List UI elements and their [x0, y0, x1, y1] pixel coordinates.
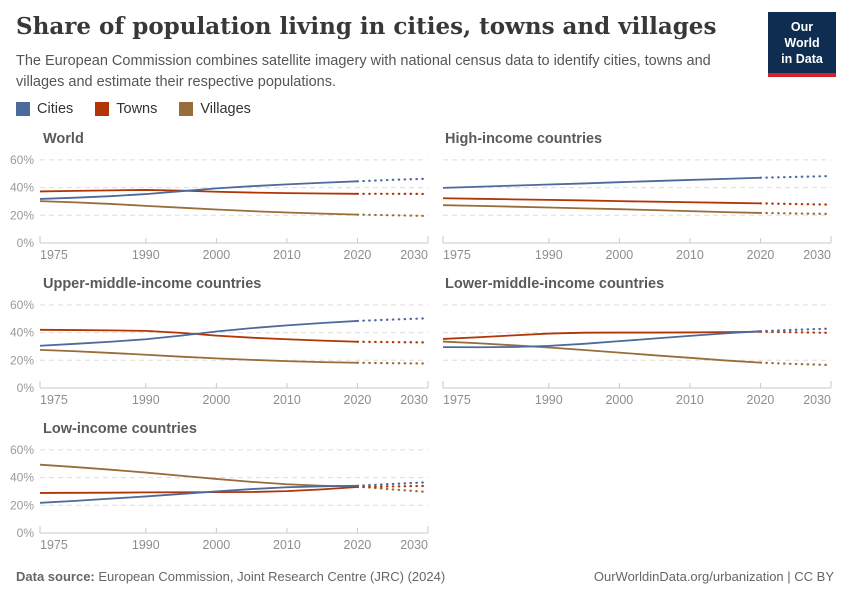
facet-chart-svg: 1975 1990 2000 2010 2020 2030 — [442, 159, 833, 262]
chart-lower-middle-income-title: Lower-middle-income countries — [445, 276, 665, 292]
legend-item-cities[interactable]: Cities — [16, 101, 73, 117]
data-source-text: European Commission, Joint Research Cent… — [94, 569, 446, 584]
svg-text:2000: 2000 — [202, 393, 230, 407]
villages-swatch-icon — [179, 102, 194, 116]
svg-text:2020: 2020 — [344, 538, 372, 552]
data-source-label: Data source: — [16, 569, 95, 584]
svg-text:2010: 2010 — [676, 393, 704, 407]
svg-text:1975: 1975 — [443, 248, 471, 262]
svg-text:1990: 1990 — [132, 538, 160, 552]
svg-text:2000: 2000 — [605, 393, 633, 407]
svg-text:60%: 60% — [10, 443, 34, 457]
svg-text:2010: 2010 — [273, 393, 301, 407]
chart-low-income-title: Low-income countries — [43, 421, 197, 437]
chart-world: World 0% 20% 40% 60% 1975 1990 2000 2010 2020 203… — [10, 128, 430, 265]
svg-text:20%: 20% — [10, 353, 34, 367]
svg-text:1975: 1975 — [40, 393, 68, 407]
owid-logo-line2: in Data — [781, 52, 823, 66]
data-source: Data source: European Commission, Joint … — [16, 569, 445, 584]
facet-chart-svg: 0% 20% 40% 60% 1975 1990 2000 2010 2020 2030 — [10, 153, 430, 262]
svg-text:20%: 20% — [10, 498, 34, 512]
footer: Data source: European Commission, Joint … — [16, 569, 834, 584]
svg-text:2010: 2010 — [273, 248, 301, 262]
svg-text:2020: 2020 — [747, 248, 775, 262]
svg-text:40%: 40% — [10, 181, 34, 195]
credit-link[interactable]: OurWorldinData.org/urbanization | CC BY — [593, 569, 834, 584]
facet-chart-svg: 0% 20% 40% 60% 1975 1990 2000 2010 2020 2030 — [10, 298, 430, 407]
chart-upper-middle-income: Upper-middle-income countries 0% 20% 40% 60… — [10, 273, 430, 410]
svg-text:1975: 1975 — [40, 248, 68, 262]
chart-lower-middle-income: Lower-middle-income countries 1975 1990 20… — [440, 273, 850, 410]
svg-text:0%: 0% — [17, 381, 35, 395]
svg-text:2030: 2030 — [803, 248, 831, 262]
svg-text:40%: 40% — [10, 326, 34, 340]
cities-swatch-icon — [16, 102, 30, 116]
chart-high-income: High-income countries 1975 1990 2000 2010 20… — [440, 128, 850, 265]
legend-item-towns[interactable]: Towns — [95, 101, 157, 117]
svg-text:2020: 2020 — [747, 393, 775, 407]
chart-high-income-title: High-income countries — [445, 131, 603, 147]
chart-world-title: World — [43, 131, 84, 147]
svg-text:1990: 1990 — [132, 248, 160, 262]
svg-text:1975: 1975 — [443, 393, 471, 407]
svg-text:1975: 1975 — [40, 538, 68, 552]
svg-text:20%: 20% — [10, 208, 34, 222]
svg-text:2020: 2020 — [344, 248, 372, 262]
svg-text:2000: 2000 — [202, 248, 230, 262]
legend-label-cities: Cities — [37, 101, 74, 117]
svg-text:1990: 1990 — [535, 393, 563, 407]
svg-text:60%: 60% — [10, 153, 34, 167]
legend: Cities Towns Villages — [16, 101, 251, 117]
svg-text:0%: 0% — [17, 236, 35, 250]
chart-subtitle: The European Commission combines satelli… — [16, 53, 711, 91]
owid-logo-line1: Our World — [784, 20, 820, 50]
towns-swatch-icon — [95, 102, 110, 116]
chart-upper-middle-income-title: Upper-middle-income countries — [43, 276, 262, 292]
page-title: Share of population living in cities, to… — [16, 13, 717, 40]
svg-text:60%: 60% — [10, 298, 34, 312]
svg-text:2010: 2010 — [676, 248, 704, 262]
legend-label-towns: Towns — [116, 101, 158, 117]
svg-text:2000: 2000 — [202, 538, 230, 552]
svg-text:0%: 0% — [17, 526, 35, 540]
svg-text:2030: 2030 — [803, 393, 831, 407]
facet-chart-svg: 0% 20% 40% 60% 1975 1990 2000 2010 2020 2030 — [10, 443, 430, 552]
legend-item-villages[interactable]: Villages — [179, 101, 251, 117]
svg-text:2020: 2020 — [344, 393, 372, 407]
svg-text:2000: 2000 — [605, 248, 633, 262]
svg-text:2030: 2030 — [400, 538, 428, 552]
svg-text:40%: 40% — [10, 471, 34, 485]
svg-text:1990: 1990 — [535, 248, 563, 262]
svg-text:2010: 2010 — [273, 538, 301, 552]
chart-low-income: Low-income countries 0% 20% 40% 60% 1975 1990… — [10, 418, 430, 555]
svg-text:1990: 1990 — [132, 393, 160, 407]
svg-text:2030: 2030 — [400, 393, 428, 407]
facet-chart-svg: 1975 1990 2000 2010 2020 2030 — [442, 304, 833, 407]
legend-label-villages: Villages — [200, 101, 251, 117]
svg-text:2030: 2030 — [400, 248, 428, 262]
owid-logo[interactable]: Our World in Data — [768, 12, 836, 77]
